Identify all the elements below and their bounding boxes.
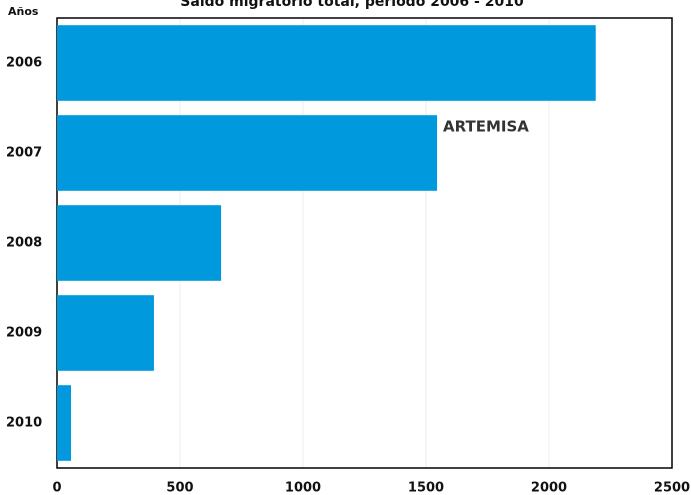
y-tick-label: 2007 bbox=[6, 146, 42, 161]
bar bbox=[57, 205, 222, 281]
annotation: ARTEMISA bbox=[443, 118, 529, 136]
x-tick-label: 1000 bbox=[285, 481, 321, 495]
x-tick-label: 1500 bbox=[408, 481, 444, 495]
x-tick-label: 2500 bbox=[654, 481, 690, 495]
bar bbox=[57, 295, 154, 371]
y-tick-label: 2010 bbox=[6, 416, 42, 431]
bar bbox=[57, 25, 596, 101]
y-tick-label: 2009 bbox=[6, 326, 42, 341]
x-tick-label: 0 bbox=[52, 481, 61, 495]
x-tick-label: 500 bbox=[166, 481, 193, 495]
y-tick-label: 2008 bbox=[6, 236, 42, 251]
chart-title: Saldo migratorio total, periodo 2006 - 2… bbox=[180, 0, 524, 10]
y-tick-label: 2006 bbox=[6, 56, 42, 71]
bar bbox=[57, 385, 72, 461]
y-axis-label: Años bbox=[8, 5, 39, 18]
x-tick-label: 2000 bbox=[531, 481, 567, 495]
bar bbox=[57, 115, 438, 191]
